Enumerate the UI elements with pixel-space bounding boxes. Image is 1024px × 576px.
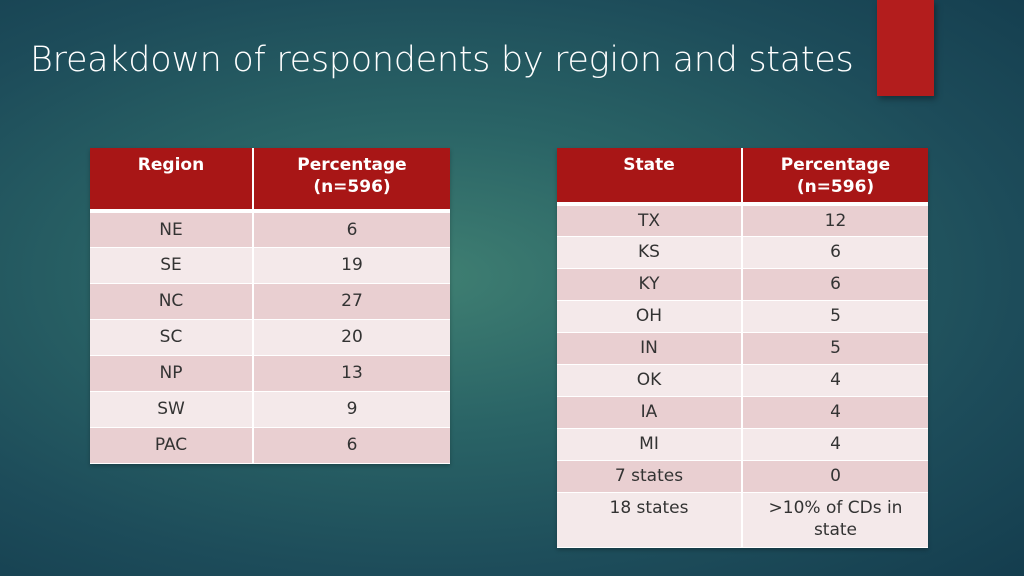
- percentage-cell: 9: [253, 391, 450, 428]
- percentage-cell: 20: [253, 319, 450, 356]
- table-row: SC 20: [90, 319, 450, 356]
- table-row: IN 5: [557, 332, 928, 365]
- state-cell: KY: [557, 268, 743, 301]
- table-row: TX 12: [557, 204, 928, 237]
- percentage-cell: 12: [742, 204, 928, 237]
- region-cell: NC: [90, 283, 254, 320]
- percentage-cell: 4: [742, 428, 928, 461]
- table-row: 18 states >10% of CDs in state: [557, 492, 928, 548]
- percentage-cell: 4: [742, 396, 928, 429]
- state-cell: KS: [557, 236, 743, 269]
- table-row: 7 states 0: [557, 460, 928, 493]
- region-column-header: Region: [90, 148, 254, 213]
- percentage-cell: 6: [742, 268, 928, 301]
- slide-title: Breakdown of respondents by region and s…: [30, 40, 854, 80]
- table-row: NE 6: [90, 211, 450, 248]
- percentage-cell: >10% of CDs in state: [742, 492, 928, 548]
- region-cell: NP: [90, 355, 254, 392]
- region-percentage-column-header: Percentage (n=596): [253, 148, 450, 213]
- table-row: KS 6: [557, 236, 928, 269]
- percentage-cell: 6: [253, 427, 450, 464]
- region-cell: NE: [90, 211, 254, 248]
- state-cell: TX: [557, 204, 743, 237]
- state-cell: IN: [557, 332, 743, 365]
- state-cell: 7 states: [557, 460, 743, 493]
- state-cell: 18 states: [557, 492, 743, 548]
- table-row: KY 6: [557, 268, 928, 301]
- accent-bar: [877, 0, 934, 96]
- percentage-cell: 27: [253, 283, 450, 320]
- state-cell: OH: [557, 300, 743, 333]
- table-row: MI 4: [557, 428, 928, 461]
- region-cell: SC: [90, 319, 254, 356]
- percentage-cell: 6: [742, 236, 928, 269]
- table-row: PAC 6: [90, 427, 450, 464]
- percentage-cell: 4: [742, 364, 928, 397]
- percentage-cell: 0: [742, 460, 928, 493]
- percentage-cell: 19: [253, 247, 450, 284]
- state-cell: OK: [557, 364, 743, 397]
- state-table-header-row: State Percentage (n=596): [557, 148, 928, 206]
- state-table: State Percentage (n=596) TX 12 KS 6 KY 6 OH 5…: [557, 148, 928, 548]
- percentage-cell: 5: [742, 332, 928, 365]
- table-row: OH 5: [557, 300, 928, 333]
- region-table: Region Percentage (n=596) NE 6 SE 19 NC 27 S…: [90, 148, 450, 464]
- percentage-cell: 6: [253, 211, 450, 248]
- region-cell: SW: [90, 391, 254, 428]
- state-column-header: State: [557, 148, 743, 206]
- table-row: OK 4: [557, 364, 928, 397]
- state-cell: IA: [557, 396, 743, 429]
- region-cell: SE: [90, 247, 254, 284]
- region-table-header-row: Region Percentage (n=596): [90, 148, 450, 213]
- state-percentage-column-header: Percentage (n=596): [742, 148, 928, 206]
- percentage-cell: 13: [253, 355, 450, 392]
- table-row: NP 13: [90, 355, 450, 392]
- region-cell: PAC: [90, 427, 254, 464]
- state-cell: MI: [557, 428, 743, 461]
- table-row: IA 4: [557, 396, 928, 429]
- table-row: SW 9: [90, 391, 450, 428]
- percentage-cell: 5: [742, 300, 928, 333]
- table-row: NC 27: [90, 283, 450, 320]
- table-row: SE 19: [90, 247, 450, 284]
